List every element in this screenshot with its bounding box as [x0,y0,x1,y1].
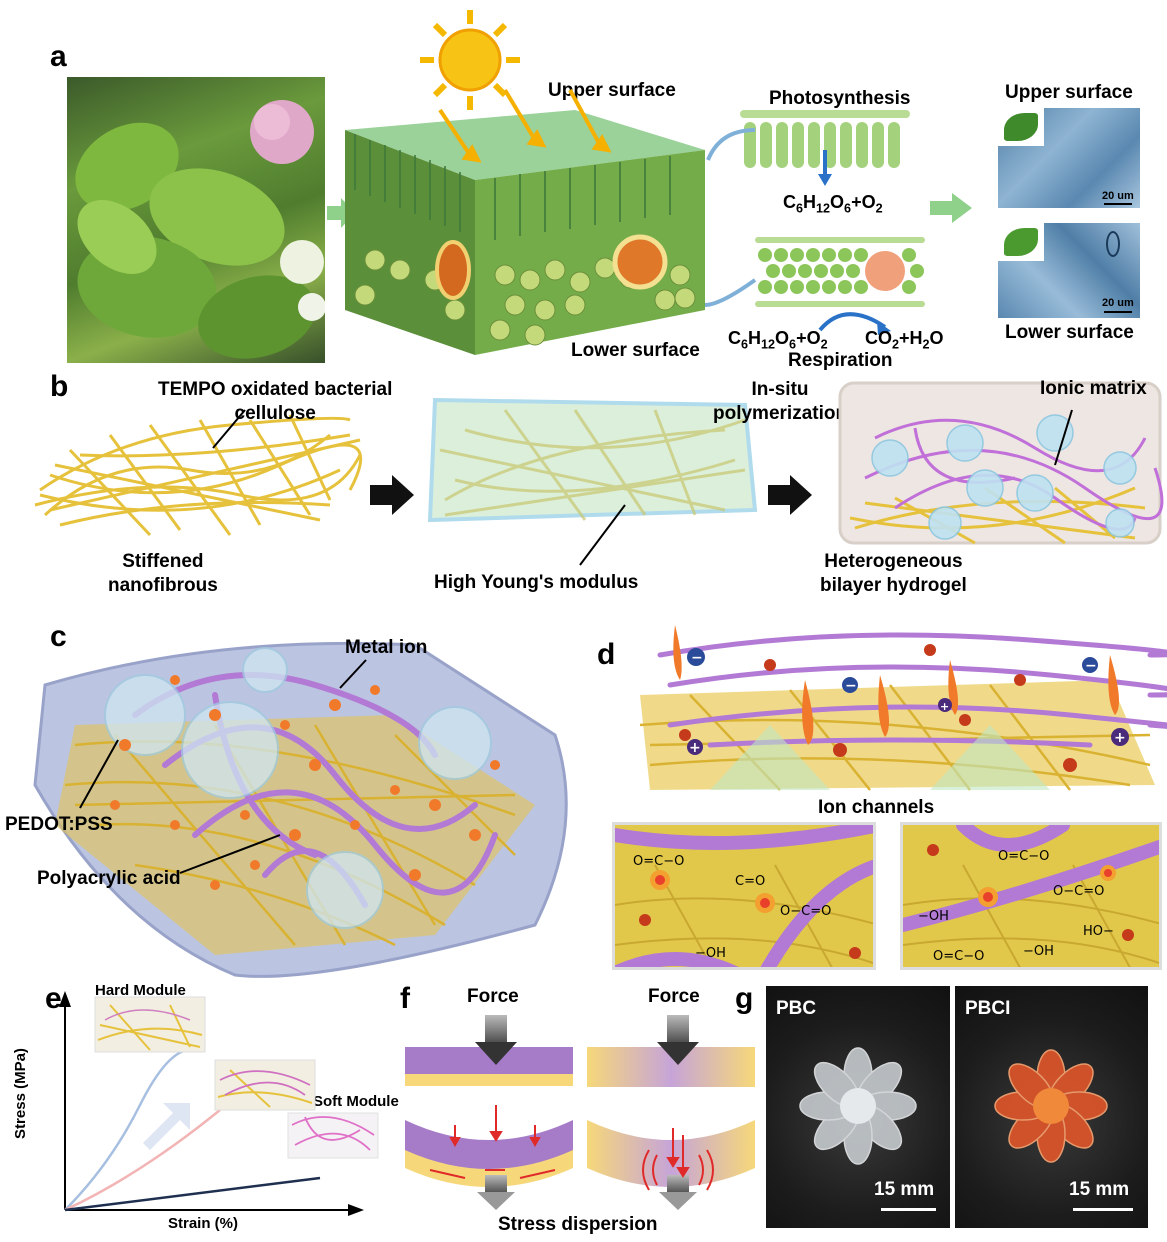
svg-text:O−C=O: O−C=O [780,904,831,919]
svg-text:O−C=O: O−C=O [1053,884,1104,899]
panel-label-f: f [400,982,410,1015]
stiffened-nanofiber-network [34,414,362,537]
tempo-label: TEMPO oxidated bacterial cellulose [158,379,393,424]
ion-transport-illustration: − − − + + + [639,625,1167,791]
stress-dispersion-diagram [405,1015,755,1210]
strain-axis-label: Strain (%) [168,1215,239,1232]
arrow-right-icon [768,475,812,515]
palisade-cells [740,110,910,186]
panel-label-a: a [50,40,67,73]
svg-text:O=C−O: O=C−O [933,949,984,964]
sun-icon [420,10,520,110]
panel-label-c: c [50,620,67,653]
pointer-line [179,834,281,874]
panel-label-e: e [45,982,62,1015]
svg-text:−OH: −OH [918,909,949,924]
leaf-cross-section [345,88,705,355]
hard-module-label: Hard Module [95,982,186,999]
hydrogel-coated-network [427,397,758,523]
pbci-scale-label: 15 mm [1069,1179,1130,1200]
pointer-line [1054,409,1073,466]
respiration-reactant: C6H12O6+O2 [728,328,828,352]
svg-text:−OH: −OH [1023,944,1054,959]
young-modulus-label: High Young's modulus [434,572,639,593]
ion-channel-zoom-right: O=C−O O−C=O −OH O=C−O −OH HO− [900,822,1162,970]
curved-arrow-icon [818,312,891,335]
panel-label-b: b [50,370,69,403]
bilayer-hydrogel-detail [33,641,568,978]
photosynthesis-product: C6H12O6+O2 [783,192,883,216]
svg-text:+: + [940,700,949,713]
photosynthesis-label: Photosynthesis [769,88,911,109]
ionic-matrix-label: Ionic matrix [1040,378,1147,399]
heterogeneous-bilayer-hydrogel [838,381,1164,545]
stress-strain-plot [59,991,379,1216]
svg-text:−: − [845,678,857,694]
pointer-line [579,504,626,566]
sem-lower-image: 20 um [998,223,1140,318]
curved-arrow-icon [704,278,757,307]
hydrangea-photo [67,77,325,363]
svg-text:O=C−O: O=C−O [633,854,684,869]
insitu-label: In-situ polymerization [713,379,848,424]
force-label-1: Force [467,986,519,1007]
respiration-label: Respiration [788,350,893,371]
heterogeneous-label: Heterogeneous bilayer hydrogel [820,551,967,596]
svg-text:+: + [1114,730,1126,746]
pointer-line [79,739,119,809]
svg-text:−OH: −OH [695,946,726,961]
sem-upper-title: Upper surface [1005,82,1133,103]
panel-label-g: g [735,982,754,1015]
pointer-line [339,659,367,689]
curved-arrow-icon [706,128,756,161]
svg-text:O=C−O: O=C−O [998,849,1049,864]
ion-channel-zoom-left: O=C−O C=O O−C=O −OH [612,822,876,970]
panel-label-d: d [597,638,616,671]
pbc-scale-label: 15 mm [874,1179,935,1200]
pbc-label: PBC [776,998,817,1019]
pbci-photo: PBCI 15 mm [955,986,1148,1228]
pointer-line [212,409,246,449]
arrow-right-icon [930,193,972,223]
respiration-product: CO2+H2O [865,328,944,352]
sem-lower-title: Lower surface [1005,322,1134,343]
force-label-2: Force [648,986,700,1007]
lower-surface-label: Lower surface [571,340,700,361]
svg-text:C=O: C=O [735,874,765,889]
soft-module-label: Soft Module [313,1093,399,1110]
stiffened-label: Stiffened nanofibrous [108,551,218,596]
pbc-photo: PBC 15 mm [766,986,950,1228]
pedot-label: PEDOT:PSS [5,814,113,835]
spongy-cells [755,237,925,307]
metal-ion-label: Metal ion [345,637,428,658]
pbci-label: PBCI [965,998,1011,1019]
svg-text:−: − [691,650,703,666]
stress-dispersion-label: Stress dispersion [498,1214,658,1235]
svg-text:−: − [1085,658,1097,674]
scale-bar-label: 20 um [1102,190,1134,202]
svg-text:+: + [689,740,701,756]
polyacrylic-acid-label: Polyacrylic acid [37,868,181,889]
upper-surface-label: Upper surface [548,80,676,101]
svg-text:HO−: HO− [1083,924,1114,939]
ion-channels-label: Ion channels [818,797,935,818]
scale-bar-label: 20 um [1102,297,1134,309]
sem-upper-image: 20 um [998,108,1140,208]
stress-axis-label: Stress (MPa) [11,1048,29,1139]
arrow-right-icon [370,475,414,515]
